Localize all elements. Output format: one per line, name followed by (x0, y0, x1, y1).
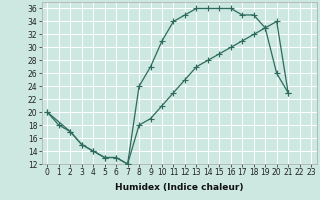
X-axis label: Humidex (Indice chaleur): Humidex (Indice chaleur) (115, 183, 244, 192)
